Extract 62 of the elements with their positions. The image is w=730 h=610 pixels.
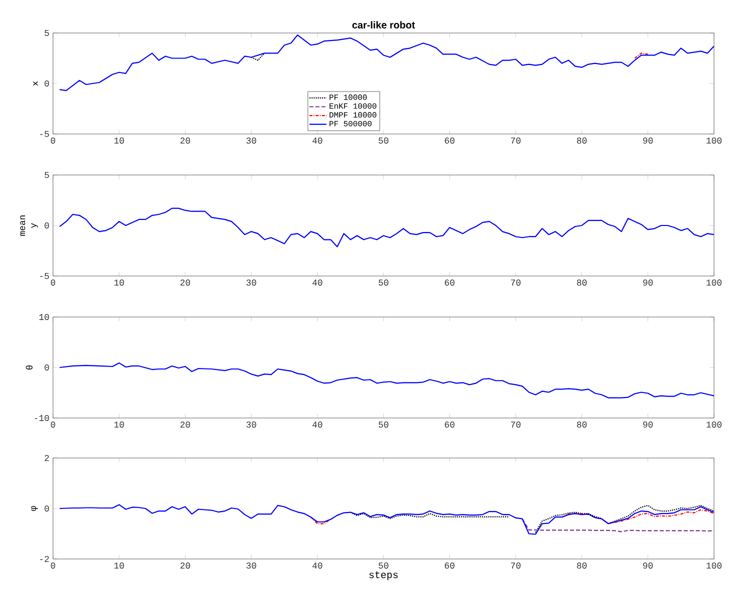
- y-axis-title: φ: [31, 506, 38, 511]
- x-tick-label: 60: [444, 562, 454, 569]
- y-tick-label: 5: [44, 172, 49, 178]
- x-tick-label: 80: [577, 422, 587, 428]
- x-tick-label: 50: [378, 138, 388, 144]
- chart-title: car-like robot: [352, 21, 415, 28]
- x-tick-label: 100: [706, 280, 722, 286]
- x-tick-label: 30: [246, 138, 256, 144]
- y-axis-title: mean y: [20, 216, 38, 236]
- x-tick-label: 90: [643, 422, 653, 428]
- x-tick-label: 50: [378, 422, 388, 428]
- x-tick-label: 80: [577, 280, 587, 286]
- y-tick-label: 5: [44, 30, 49, 36]
- y-axis-title: θ: [26, 365, 33, 370]
- x-tick-label: 0: [50, 280, 56, 286]
- y-axis-title: x: [33, 81, 38, 86]
- x-tick-label: 100: [706, 138, 722, 144]
- y-tick-label: 2: [44, 455, 49, 461]
- x-tick-label: 70: [511, 138, 521, 144]
- x-tick-label: 20: [180, 138, 190, 144]
- x-tick-label: 20: [180, 562, 190, 569]
- x-tick-label: 40: [312, 562, 322, 569]
- x-tick-label: 100: [706, 422, 722, 428]
- x-tick-label: 60: [444, 422, 454, 428]
- x-tick-label: 90: [643, 138, 653, 144]
- y-tick-label: 0: [44, 364, 49, 371]
- y-tick-label: 0: [44, 505, 49, 512]
- x-tick-label: 10: [114, 280, 124, 286]
- x-axis-title: steps: [369, 571, 398, 580]
- x-tick-label: 80: [577, 138, 587, 144]
- x-tick-label: 10: [114, 138, 124, 144]
- x-tick-label: 70: [511, 422, 521, 428]
- y-tick-label: -5: [40, 131, 49, 137]
- y-tick-label: 0: [44, 222, 49, 229]
- x-tick-label: 0: [50, 562, 56, 569]
- y-tick-label: 0: [44, 80, 49, 87]
- y-tick-label: -2: [40, 556, 49, 562]
- x-tick-label: 20: [180, 422, 190, 428]
- x-tick-label: 0: [50, 138, 56, 144]
- x-tick-label: 90: [643, 562, 653, 569]
- y-tick-label: -10: [34, 414, 49, 422]
- x-tick-label: 50: [378, 280, 388, 286]
- x-tick-label: 40: [312, 138, 322, 144]
- x-tick-label: 0: [50, 422, 56, 428]
- x-tick-label: 100: [706, 562, 722, 569]
- x-tick-label: 10: [114, 422, 124, 428]
- x-tick-label: 30: [246, 562, 256, 569]
- x-tick-label: 90: [643, 280, 653, 286]
- x-tick-label: 80: [577, 562, 587, 569]
- x-tick-label: 30: [246, 422, 256, 428]
- x-tick-label: 50: [378, 562, 388, 569]
- x-tick-label: 70: [511, 562, 521, 569]
- x-tick-label: 60: [444, 280, 454, 286]
- x-tick-label: 40: [312, 280, 322, 286]
- x-tick-label: 30: [246, 280, 256, 286]
- x-tick-label: 70: [511, 280, 521, 286]
- y-tick-label: 10: [39, 314, 49, 320]
- x-tick-label: 20: [180, 280, 190, 286]
- x-tick-label: 60: [444, 138, 454, 144]
- x-tick-label: 40: [312, 422, 322, 428]
- x-tick-label: 10: [114, 562, 124, 569]
- y-tick-label: -5: [40, 273, 49, 279]
